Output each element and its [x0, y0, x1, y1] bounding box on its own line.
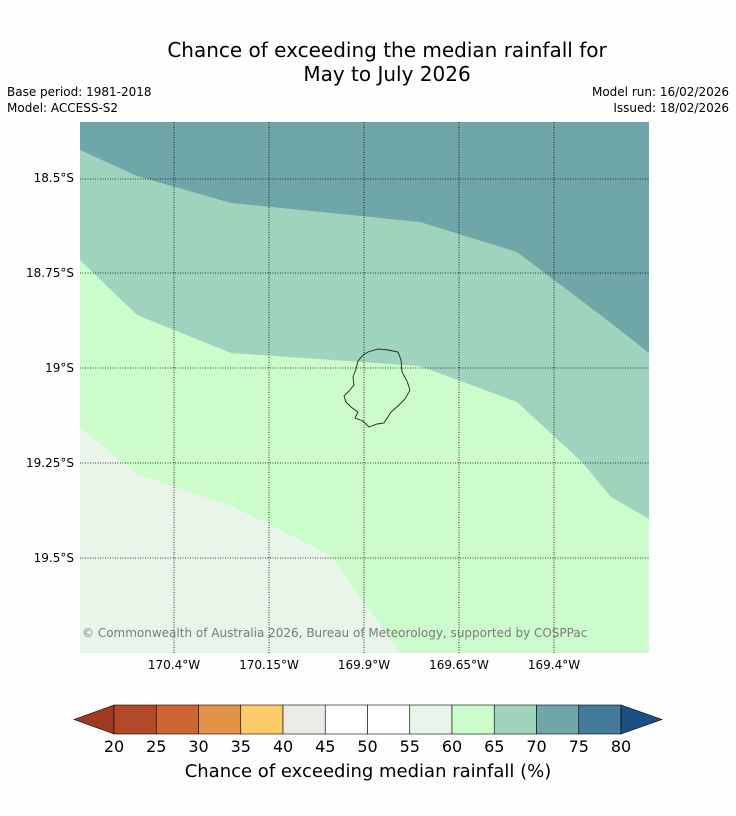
model-run-text: Model run: 16/02/2026: [591, 85, 729, 99]
title-line-1: Chance of exceeding the median rainfall …: [167, 38, 607, 62]
lon-label-170-15: 170.15°W: [239, 658, 299, 672]
model-text: Model: ACCESS-S2: [7, 101, 119, 115]
title-line-2: May to July 2026: [303, 62, 471, 86]
issued-text: Issued: 18/02/2026: [613, 101, 729, 115]
graticule: [80, 122, 649, 653]
colorbar-segment: [367, 704, 411, 735]
colorbar-tick-label: 30: [188, 737, 209, 756]
colorbar-tick-label: 25: [146, 737, 167, 756]
colorbar-segment: [578, 704, 622, 735]
lat-label-18-5: 18.5°S: [33, 171, 74, 185]
colorbar-high-extend: [620, 704, 663, 735]
colorbar-tick-label: 40: [272, 737, 294, 756]
colorbar-segment: [155, 704, 199, 735]
colorbar-segment: [113, 704, 157, 735]
colorbar-segment: [240, 704, 284, 735]
lon-label-170-4: 170.4°W: [147, 658, 201, 672]
colorbar-tick-label: 75: [568, 737, 589, 756]
colorbar-tick-label: 20: [103, 737, 125, 756]
colorbar-segment: [493, 704, 537, 735]
meta-left: Base period: 1981-2018 Model: ACCESS-S2: [7, 84, 152, 116]
colorbar-tick-label: 60: [441, 737, 463, 756]
lat-label-19-25: 19.25°S: [26, 456, 74, 470]
colorbar-segment: [409, 704, 453, 735]
colorbar-segment: [536, 704, 580, 735]
band-55-60-bottom: [80, 590, 213, 653]
lon-label-169-9: 169.9°W: [337, 658, 391, 672]
lon-label-169-65: 169.65°W: [429, 658, 489, 672]
colorbar: [73, 704, 663, 735]
lon-label-169-4: 169.4°W: [527, 658, 581, 672]
lat-label-19-5: 19.5°S: [33, 551, 74, 565]
colorbar-low-extend: [73, 704, 115, 735]
copyright-text: © Commonwealth of Australia 2026, Bureau…: [82, 626, 588, 640]
meta-right: Model run: 16/02/2026 Issued: 18/02/2026: [592, 84, 729, 116]
island-outline: [343, 348, 411, 428]
lat-label-18-75: 18.75°S: [26, 266, 74, 280]
chart-title: Chance of exceeding the median rainfall …: [0, 38, 736, 86]
colorbar-tick-label: 55: [399, 737, 420, 756]
map-area: [80, 122, 649, 653]
colorbar-tick-label: 70: [526, 737, 547, 756]
colorbar-segment: [198, 704, 242, 735]
band-70-75: [80, 122, 649, 353]
colorbar-label: Chance of exceeding median rainfall (%): [184, 761, 552, 782]
colorbar-tick-label: 50: [357, 737, 378, 756]
colorbar-segment: [282, 704, 326, 735]
colorbar-tick-label: 45: [315, 737, 336, 756]
colorbar-tick-label: 65: [484, 737, 505, 756]
colorbar-segment: [324, 704, 368, 735]
colorbar-segment: [451, 704, 495, 735]
base-period-text: Base period: 1981-2018: [7, 85, 152, 99]
lat-label-19: 19°S: [45, 361, 74, 375]
colorbar-tick-label: 80: [610, 737, 632, 756]
colorbar-tick-label: 35: [230, 737, 251, 756]
